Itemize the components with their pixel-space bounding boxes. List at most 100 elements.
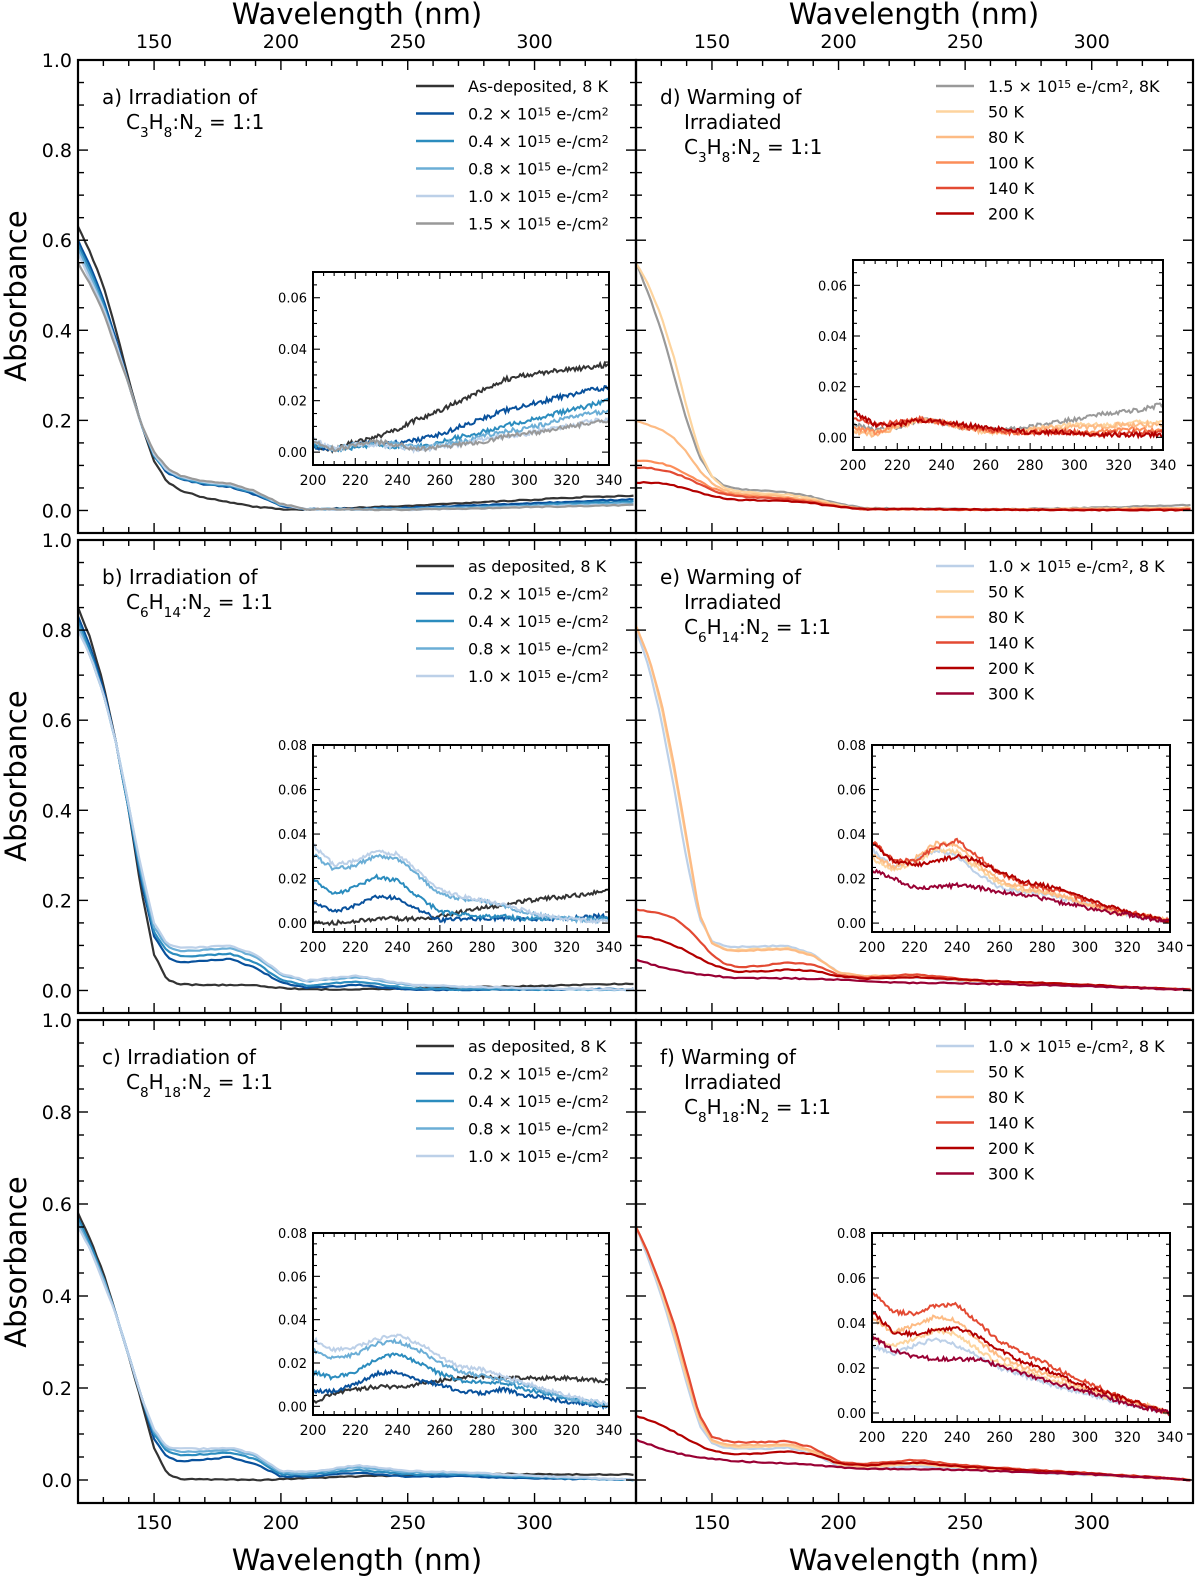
legend-label: 50 K <box>988 583 1024 602</box>
inset-y-tick-label: 0.00 <box>278 446 307 461</box>
legend-item: 140 K <box>936 634 1035 653</box>
legend-item: 300 K <box>936 685 1035 704</box>
text-span: = 1:1 <box>761 135 823 159</box>
y-tick-label: 0.2 <box>42 1378 72 1400</box>
panel-title-formula: C3H8:N2 = 1:1 <box>126 110 264 141</box>
y-tick-label: 0.4 <box>42 800 72 822</box>
inset-y-tick-label: 0.02 <box>278 1357 307 1372</box>
text-span: 50 K <box>988 1063 1024 1082</box>
inset-x-tick-label: 260 <box>426 1423 453 1439</box>
inset-y-tick-label: 0.02 <box>818 381 847 396</box>
panel-title-line1: e) Warming of <box>660 565 802 589</box>
inset-x-tick-label: 220 <box>901 1430 928 1446</box>
legend-label: 200 K <box>988 205 1035 224</box>
inset-x-tick-label: 320 <box>1105 458 1132 474</box>
legend-item: 1.0 × 1015 e-/cm2 <box>416 187 609 206</box>
legend-item: As-deposited, 8 K <box>416 77 608 96</box>
text-span: 1.5 × 10 <box>468 215 537 234</box>
text-sub: 6 <box>140 605 149 621</box>
text-span: 0.2 × 10 <box>468 1065 537 1084</box>
inset-series-line-5 <box>313 1333 609 1407</box>
series-line-1 <box>78 1212 634 1482</box>
text-sub: 18 <box>722 1110 739 1126</box>
inset-x-tick-label: 220 <box>342 1423 369 1439</box>
inset-x-tick-label: 300 <box>511 940 538 956</box>
x-tick-label: 300 <box>1074 1512 1110 1534</box>
text-sub: 8 <box>722 150 731 166</box>
text-span: e-/cm <box>551 215 601 234</box>
text-sup: 2 <box>602 160 609 173</box>
text-span: C <box>126 110 140 134</box>
legend-item: 0.4 × 1015 e-/cm2 <box>416 612 609 631</box>
text-span: e-/cm <box>551 1120 601 1139</box>
inset-y-tick-label: 0.08 <box>278 1227 307 1242</box>
series-group <box>78 1212 634 1482</box>
legend-label: 140 K <box>988 179 1035 198</box>
x-tick-label-top: 300 <box>1074 31 1110 53</box>
text-sup: 15 <box>537 640 551 653</box>
inset-series-line-2 <box>313 1368 609 1410</box>
inset-series-group <box>872 837 1170 924</box>
panel-c: 0.0 0.2 0.4 0.6 0.8 1.0 150 200 250 300 c) Irradia… <box>42 1010 638 1534</box>
x-tick-label: 200 <box>263 1512 299 1534</box>
inset-x-tick-label: 200 <box>859 1430 886 1446</box>
panel-title-formula: C8H18:N2 = 1:1 <box>126 1070 273 1101</box>
text-span: = 1:1 <box>769 615 831 639</box>
inset-series-group <box>313 1333 609 1410</box>
panel-title-line1: f) Warming of <box>660 1045 797 1069</box>
legend: 1.0 × 1015 e-/cm2, 8 K 50 K 80 K 140 K 200 K… <box>936 1037 1165 1184</box>
inset-x-tick-label: 220 <box>884 458 911 474</box>
inset-y-tick-label: 0.06 <box>278 292 307 307</box>
inset-y-tick-label: 0.06 <box>837 1272 866 1287</box>
legend-item: 300 K <box>936 1165 1035 1184</box>
legend-label: 1.0 × 1015 e-/cm2 <box>468 1147 609 1166</box>
inset-x-tick-label: 340 <box>596 473 623 489</box>
x-tick-label: 300 <box>516 1512 552 1534</box>
text-sup: 2 <box>602 585 609 598</box>
legend-label: 100 K <box>988 154 1035 173</box>
series-line-5 <box>636 1414 1191 1482</box>
inset-x-tick-label: 260 <box>426 940 453 956</box>
legend-item: 1.0 × 1015 e-/cm2 <box>416 667 609 686</box>
inset-b: 0.00 0.02 0.04 0.06 0.08 200 220 240 260 280 300 32… <box>278 739 622 956</box>
bottom-xlabel-left: Wavelength (nm) <box>232 1543 483 1577</box>
inset-x-tick-label: 300 <box>1061 458 1088 474</box>
y-tick-label: 0.0 <box>42 1470 72 1492</box>
inset-background <box>872 1233 1170 1422</box>
legend-item: 1.0 × 1015 e-/cm2, 8 K <box>936 1037 1165 1056</box>
text-sup: 15 <box>537 613 551 626</box>
text-sup: 2 <box>602 640 609 653</box>
legend-label: 140 K <box>988 634 1035 653</box>
x-tick-label-top: 200 <box>263 31 299 53</box>
inset-x-tick-label: 280 <box>469 940 496 956</box>
text-sup: 2 <box>602 1065 609 1078</box>
legend-label: 0.8 × 1015 e-/cm2 <box>468 640 609 659</box>
inset-series-line-5 <box>313 416 609 454</box>
inset-y-tick-label: 0.08 <box>278 739 307 754</box>
text-span: 50 K <box>988 583 1024 602</box>
x-tick-label-top: 250 <box>947 31 983 53</box>
panel-title-line2: Irradiated <box>684 110 782 134</box>
panel-a: 0.0 0.2 0.4 0.6 0.8 1.0 150 200 250 300 a) Irradia… <box>42 31 638 535</box>
x-tick-label: 200 <box>820 1512 856 1534</box>
legend-label: 140 K <box>988 1114 1035 1133</box>
y-tick-label: 0.2 <box>42 890 72 912</box>
inset-y-tick-label: 0.04 <box>278 1314 307 1329</box>
text-sup: 15 <box>537 160 551 173</box>
legend-label: 0.4 × 1015 e-/cm2 <box>468 612 609 631</box>
text-span: as deposited, 8 K <box>468 557 607 576</box>
legend-item: 1.0 × 1015 e-/cm2, 8 K <box>936 557 1165 576</box>
text-sub: 2 <box>203 1085 212 1101</box>
top-xlabel-right: Wavelength (nm) <box>789 0 1040 31</box>
text-span: H <box>149 590 164 614</box>
inset-x-tick-label: 300 <box>1071 940 1098 956</box>
text-span: e-/cm <box>1071 77 1121 96</box>
text-span: 200 K <box>988 659 1035 678</box>
text-span: 80 K <box>988 608 1024 627</box>
series-group <box>636 262 1191 512</box>
text-span: :N <box>181 1070 203 1094</box>
